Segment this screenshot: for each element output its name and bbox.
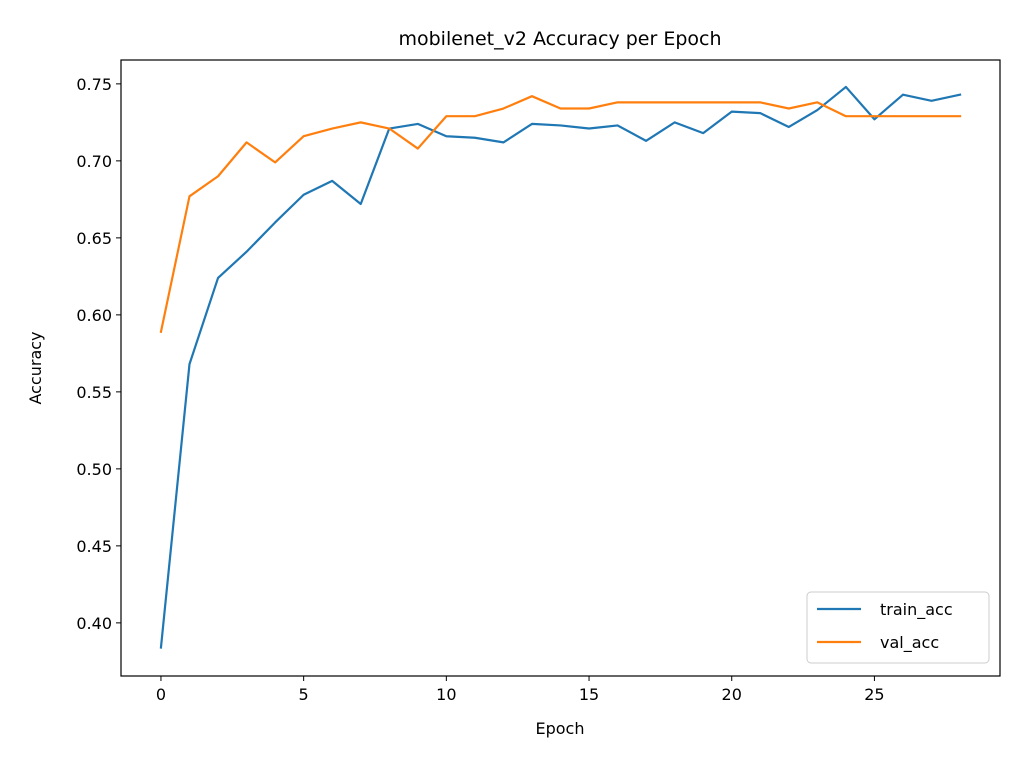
x-tick-label: 25 — [864, 685, 884, 704]
series-line-val-acc — [159, 95, 962, 334]
chart-title: mobilenet_v2 Accuracy per Epoch — [398, 28, 721, 50]
x-tick-label: 0 — [156, 685, 166, 704]
y-tick-label: 0.70 — [76, 152, 112, 171]
x-tick-label: 15 — [579, 685, 599, 704]
series-lines — [159, 85, 962, 649]
x-axis-ticks: 0 5 10 15 20 25 — [156, 676, 885, 704]
legend-label-val-acc: val_acc — [880, 633, 939, 653]
x-axis-label: Epoch — [536, 719, 585, 738]
y-axis-label: Accuracy — [26, 331, 45, 404]
axes-frame — [120, 59, 1001, 677]
y-tick-label: 0.75 — [76, 75, 112, 94]
y-tick-label: 0.40 — [76, 614, 112, 633]
y-tick-label: 0.60 — [76, 306, 112, 325]
legend: train_acc val_acc — [806, 591, 990, 664]
y-tick-label: 0.45 — [76, 537, 112, 556]
y-tick-label: 0.55 — [76, 383, 112, 402]
y-tick-label: 0.65 — [76, 229, 112, 248]
y-tick-label: 0.50 — [76, 460, 112, 479]
series-line-train-acc — [159, 85, 962, 649]
x-tick-label: 10 — [436, 685, 456, 704]
legend-label-train-acc: train_acc — [880, 600, 953, 620]
x-tick-label: 5 — [299, 685, 309, 704]
x-tick-label: 20 — [722, 685, 742, 704]
y-axis-ticks: 0.40 0.45 0.50 0.55 0.60 0.65 0.70 0.75 — [76, 75, 121, 633]
